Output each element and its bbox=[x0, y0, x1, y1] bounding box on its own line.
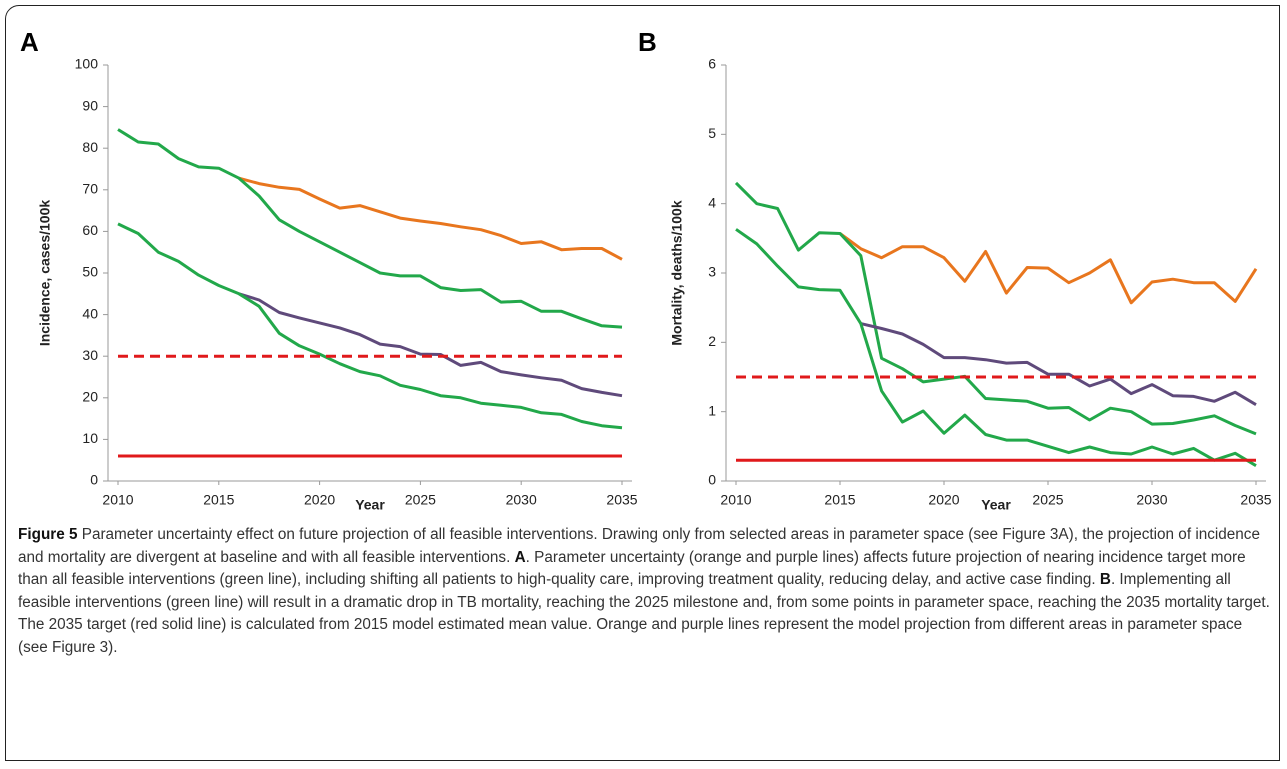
figure-frame bbox=[5, 5, 1280, 761]
y-tick-label: 0 bbox=[708, 472, 716, 488]
caption-text: . Implementing all feasible intervention… bbox=[18, 571, 1270, 656]
y-tick-label: 90 bbox=[82, 97, 98, 113]
x-tick-label: 2035 bbox=[1240, 492, 1271, 508]
x-tick-label: 2020 bbox=[928, 492, 959, 508]
y-tick-label: 80 bbox=[82, 139, 98, 155]
x-tick-label: 2015 bbox=[824, 492, 855, 508]
series-line bbox=[860, 322, 1257, 406]
x-tick-label: 2025 bbox=[1032, 492, 1063, 508]
y-axis-title: Incidence, cases/100k bbox=[37, 200, 53, 347]
y-tick-label: 1 bbox=[708, 402, 716, 418]
caption-label: Figure 5 bbox=[18, 526, 78, 543]
series-line bbox=[117, 222, 623, 430]
x-tick-label: 2030 bbox=[1136, 492, 1167, 508]
y-tick-label: 60 bbox=[82, 222, 98, 238]
y-tick-label: 5 bbox=[708, 125, 716, 141]
panel-label: B bbox=[638, 27, 657, 57]
y-tick-label: 30 bbox=[82, 347, 98, 363]
y-tick-label: 100 bbox=[75, 56, 99, 72]
y-axis-title: Mortality, deaths/100k bbox=[669, 200, 685, 345]
caption-text: Parameter uncertainty effect on future p… bbox=[18, 526, 1260, 566]
series-line bbox=[734, 181, 1257, 436]
x-tick-label: 2010 bbox=[720, 492, 751, 508]
x-tick-label: 2020 bbox=[304, 492, 335, 508]
y-tick-label: 0 bbox=[90, 472, 98, 488]
y-tick-label: 40 bbox=[82, 305, 98, 321]
y-tick-label: 2 bbox=[708, 333, 716, 349]
y-tick-label: 6 bbox=[708, 56, 716, 72]
series-line bbox=[238, 176, 623, 261]
series-line bbox=[839, 232, 1258, 305]
caption-text: . Parameter uncertainty (orange and purp… bbox=[18, 548, 1246, 589]
x-axis-title: Year bbox=[355, 497, 385, 513]
x-axis-title: Year bbox=[981, 497, 1011, 513]
x-tick-label: 2010 bbox=[102, 492, 133, 508]
x-tick-label: 2035 bbox=[606, 492, 637, 508]
x-tick-label: 2030 bbox=[506, 492, 537, 508]
series-line bbox=[735, 228, 1257, 467]
y-tick-label: 20 bbox=[82, 389, 98, 405]
series-line bbox=[117, 128, 623, 329]
caption: Figure 5 Parameter uncertainty effect on… bbox=[18, 524, 1274, 659]
panel-label: A bbox=[20, 27, 39, 57]
y-tick-label: 70 bbox=[82, 181, 98, 197]
y-tick-label: 3 bbox=[708, 264, 716, 280]
caption-label: B bbox=[1099, 571, 1111, 588]
caption-label: A bbox=[514, 548, 526, 566]
x-tick-label: 2025 bbox=[405, 492, 436, 508]
y-tick-label: 4 bbox=[708, 194, 716, 210]
x-tick-label: 2015 bbox=[203, 492, 234, 508]
y-tick-label: 10 bbox=[82, 430, 98, 446]
series-line bbox=[238, 292, 623, 398]
y-tick-label: 50 bbox=[82, 264, 98, 280]
